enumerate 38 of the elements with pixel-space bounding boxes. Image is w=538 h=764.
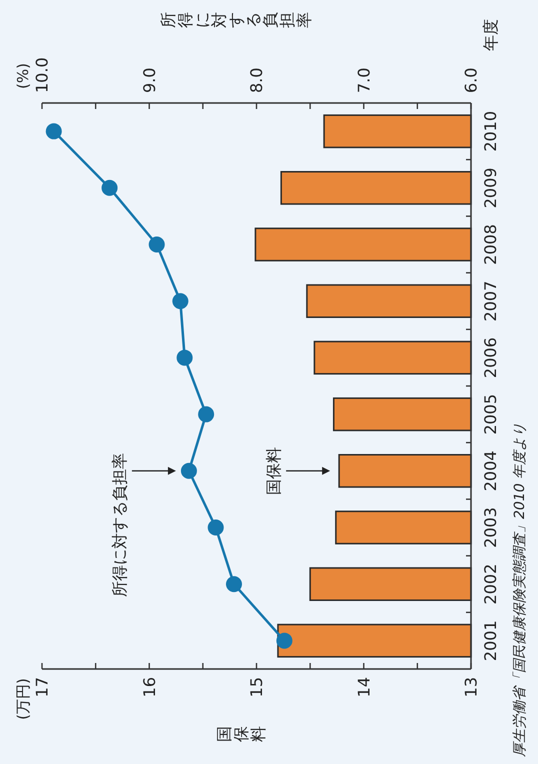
- y-tick-label: 2001: [481, 620, 500, 662]
- annotation: 所得に対する負担率: [110, 452, 129, 597]
- point: [226, 576, 242, 592]
- annotation: 国保料: [264, 446, 284, 495]
- x2-tick-label: 9.0: [140, 68, 159, 93]
- y-tick-label: 2005: [481, 394, 500, 435]
- point: [276, 632, 292, 649]
- x-tick-label: 15: [247, 677, 266, 698]
- x-axis-title: 国保料: [214, 725, 268, 742]
- x-tick-label: 13: [462, 677, 481, 698]
- y-tick-label: 2002: [481, 564, 500, 604]
- y-tick-label: 2007: [481, 280, 500, 322]
- x2-tick-label: 10.0: [32, 57, 52, 93]
- y-tick-label: 2009: [481, 168, 500, 208]
- y-tick-label: 2008: [481, 224, 500, 265]
- point: [198, 406, 214, 422]
- text: 厚生労働省「国民健康保険実態調査」2010 年度より: [512, 422, 528, 757]
- y-tick-label: 2006: [481, 337, 500, 378]
- point: [176, 350, 193, 366]
- text: (%): [14, 63, 32, 89]
- x-tick-label: 17: [32, 677, 52, 698]
- point: [46, 123, 62, 140]
- point: [102, 180, 118, 196]
- x2-tick-label: 7.0: [354, 68, 374, 93]
- x-tick-label: 16: [140, 677, 159, 698]
- x2-axis-title: 所得に対する負担率: [158, 11, 314, 28]
- point: [180, 462, 197, 479]
- x2-tick-label: 6.0: [462, 68, 481, 93]
- point: [172, 293, 188, 310]
- y-tick-label: 2003: [481, 507, 500, 548]
- y-axis-title: 年度: [481, 19, 500, 51]
- y-tick-label: 2010: [481, 110, 500, 152]
- text: (万円): [14, 678, 32, 720]
- x2-tick-label: 8.0: [247, 68, 266, 93]
- point: [148, 236, 165, 252]
- x-tick-label: 14: [354, 677, 374, 698]
- point: [208, 520, 224, 536]
- y-tick-label: 2004: [481, 450, 500, 492]
